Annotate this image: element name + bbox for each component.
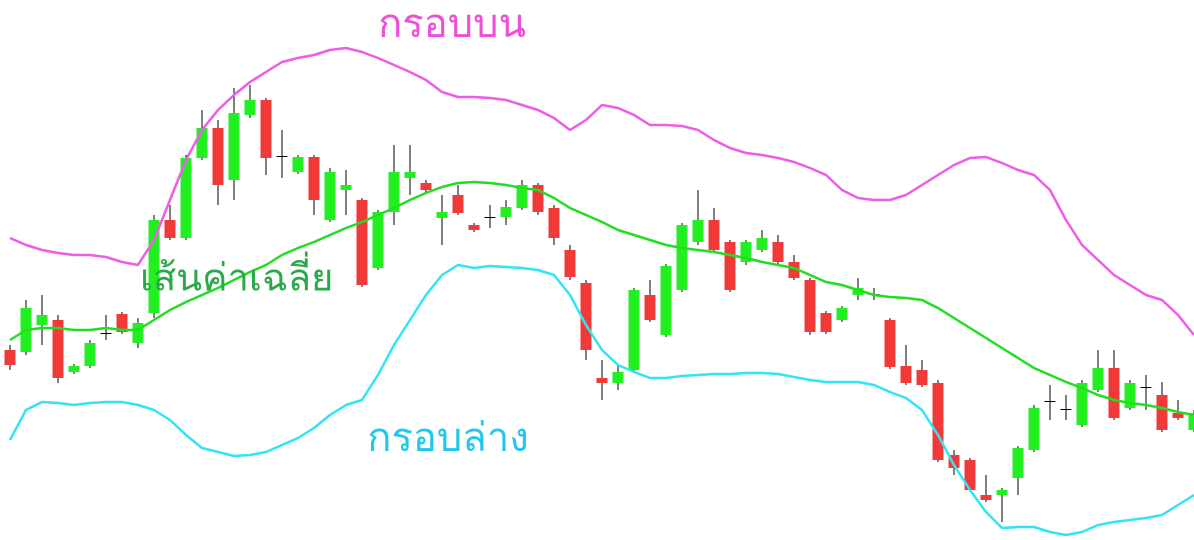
candle-body — [420, 183, 432, 190]
candle-body — [404, 172, 416, 178]
series-label: เส้นค่าเฉลี่ย — [140, 252, 333, 300]
candle-body — [244, 100, 256, 115]
band-line — [9, 46, 1194, 336]
series-label: กรอบล่าง — [367, 415, 529, 461]
candle-body — [948, 455, 960, 468]
candle-body — [500, 207, 512, 217]
candle-body — [164, 220, 176, 238]
candle-body — [1092, 368, 1104, 390]
candle-body — [212, 128, 224, 185]
candle-body — [980, 495, 992, 500]
candle-body — [260, 100, 272, 158]
candle-body — [772, 242, 784, 262]
candle-body — [612, 372, 624, 383]
series-label: กรอบบน — [378, 1, 526, 47]
candle-body — [884, 320, 896, 367]
candle-body — [148, 220, 160, 313]
candle-body — [132, 323, 144, 343]
candle-body — [516, 185, 528, 208]
candle-body — [36, 315, 48, 325]
candle-body — [1108, 368, 1120, 418]
candle-body — [532, 185, 544, 212]
candle-body — [836, 308, 848, 320]
candle-body — [1188, 413, 1194, 430]
band-line — [8, 263, 1194, 537]
candle-body — [692, 220, 704, 242]
candle-body — [68, 366, 80, 372]
candle-body — [708, 220, 720, 250]
candle-body — [820, 313, 832, 332]
candle-body — [180, 158, 192, 238]
candle-body — [900, 366, 912, 383]
candle-body — [724, 242, 736, 290]
candle-body — [308, 157, 320, 200]
candle-body — [628, 290, 640, 370]
candle-body — [916, 370, 928, 385]
candle-body — [1156, 395, 1168, 430]
candle-body — [52, 320, 64, 378]
candle-body — [468, 225, 480, 230]
candle-body — [4, 350, 16, 365]
candle-body — [436, 212, 448, 218]
band-line — [9, 180, 1194, 417]
candle-body — [740, 242, 752, 262]
candle-body — [116, 314, 128, 332]
candle-body — [388, 172, 400, 212]
candle-body — [756, 238, 768, 250]
candle-body — [1172, 413, 1184, 418]
candle-body — [660, 266, 672, 335]
candle-body — [340, 185, 352, 190]
candle-body — [932, 383, 944, 460]
candle-body — [564, 250, 576, 277]
candle-body — [84, 343, 96, 366]
candle-body — [1076, 383, 1088, 425]
candle-body — [996, 490, 1008, 495]
candle-body — [196, 128, 208, 158]
candle-body — [964, 460, 976, 490]
candle-body — [580, 283, 592, 350]
candle-body — [644, 295, 656, 320]
candle-body — [372, 212, 384, 268]
candle-body — [596, 378, 608, 383]
candle-body — [1028, 408, 1040, 450]
candle-body — [292, 157, 304, 172]
candle-body — [1124, 383, 1136, 408]
candle-body — [852, 288, 864, 295]
candle-body — [452, 195, 464, 213]
candle-body — [804, 280, 816, 332]
candle-body — [1012, 448, 1024, 478]
candle-body — [676, 225, 688, 290]
candles — [4, 85, 1194, 522]
bands — [8, 46, 1194, 537]
candle-body — [228, 113, 240, 180]
candle-body — [324, 172, 336, 220]
candle-body — [356, 200, 368, 285]
candle-body — [788, 262, 800, 278]
candle-body — [548, 208, 560, 238]
